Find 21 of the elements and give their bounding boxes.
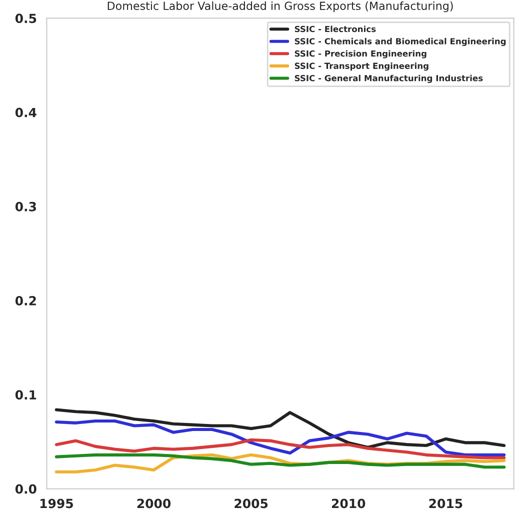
y-tick-label: 0.3 — [15, 202, 36, 212]
x-tick-label: 2015 — [429, 498, 462, 508]
x-tick-label: 2005 — [234, 498, 268, 508]
line-series — [54, 420, 506, 456]
line-series — [54, 453, 506, 469]
legend-label: SSIC - Transport Engineering — [294, 62, 428, 71]
y-tick-label: 0.1 — [15, 390, 36, 400]
x-tick-label: 2010 — [332, 498, 366, 508]
line-series — [54, 408, 506, 449]
y-tick-label: 0.4 — [15, 108, 36, 118]
legend-label: SSIC - Chemicals and Biomedical Engineering — [294, 38, 506, 46]
chart-title: Domestic Labor Value-added in Gross Exports (Manufacturing) — [108, 1, 453, 12]
y-tick-label: 0.5 — [15, 14, 36, 24]
legend-label: SSIC - Precision Engineering — [294, 50, 426, 58]
legend-label: SSIC - Electronics — [294, 26, 376, 32]
x-tick-label: 2000 — [137, 498, 171, 508]
x-tick-label: 1995 — [40, 498, 73, 508]
y-tick-label: 0.0 — [15, 484, 36, 494]
y-tick-label: 0.2 — [15, 296, 36, 306]
line-series — [54, 438, 506, 460]
legend-label: SSIC - General Manufacturing Industries — [294, 74, 483, 83]
